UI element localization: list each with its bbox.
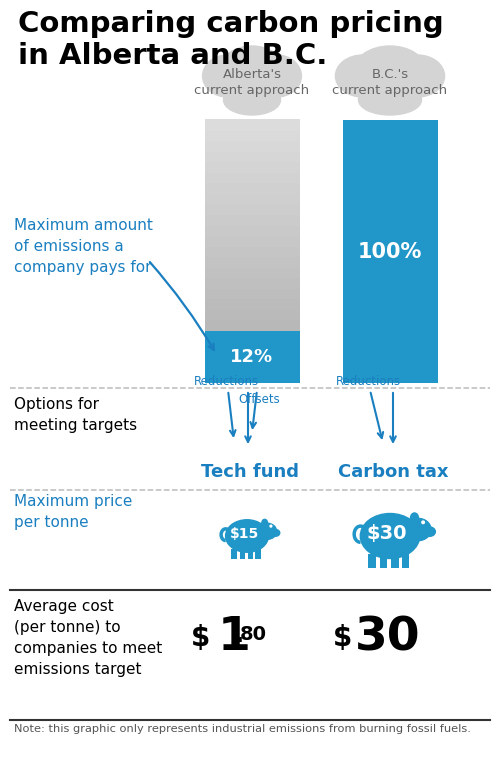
Bar xyxy=(380,554,387,568)
Text: Average cost
(per tonne) to
companies to meet
emissions target: Average cost (per tonne) to companies to… xyxy=(14,599,162,677)
Ellipse shape xyxy=(219,69,258,103)
Bar xyxy=(256,549,260,559)
Ellipse shape xyxy=(272,529,280,536)
Text: 1: 1 xyxy=(218,615,251,660)
Bar xyxy=(204,319,300,331)
Bar xyxy=(204,140,300,151)
Ellipse shape xyxy=(354,46,426,94)
Text: Alberta's
current approach: Alberta's current approach xyxy=(194,68,310,97)
Text: $15: $15 xyxy=(230,527,259,541)
Bar xyxy=(368,554,376,568)
Bar xyxy=(204,182,300,194)
Bar xyxy=(204,214,300,226)
Text: Maximum price
per tonne: Maximum price per tonne xyxy=(14,494,132,530)
Ellipse shape xyxy=(422,521,424,524)
Bar xyxy=(204,246,300,257)
Bar xyxy=(204,257,300,268)
Bar xyxy=(204,277,300,289)
Text: 12%: 12% xyxy=(230,348,274,366)
Text: $: $ xyxy=(333,624,352,652)
Ellipse shape xyxy=(358,85,422,115)
Bar xyxy=(342,120,438,383)
Ellipse shape xyxy=(202,55,252,97)
Bar xyxy=(248,549,253,559)
Bar xyxy=(204,266,300,278)
Text: Offsets: Offsets xyxy=(238,393,280,406)
Ellipse shape xyxy=(336,55,390,97)
Bar xyxy=(240,549,245,559)
Ellipse shape xyxy=(226,71,278,109)
Text: 30: 30 xyxy=(355,615,420,660)
Ellipse shape xyxy=(270,525,272,527)
Ellipse shape xyxy=(424,527,436,536)
Bar xyxy=(204,298,300,310)
Text: Note: this graphic only represents industrial emissions from burning fossil fuel: Note: this graphic only represents indus… xyxy=(14,724,471,734)
Bar xyxy=(204,151,300,162)
Text: Maximum amount
of emissions a
company pays for: Maximum amount of emissions a company pa… xyxy=(14,218,153,275)
Ellipse shape xyxy=(390,55,444,97)
Text: $: $ xyxy=(191,624,210,652)
Ellipse shape xyxy=(410,513,418,523)
Ellipse shape xyxy=(382,69,427,103)
Ellipse shape xyxy=(360,514,420,558)
Bar xyxy=(204,331,300,383)
Text: .: . xyxy=(233,620,243,648)
Bar xyxy=(204,161,300,173)
Bar xyxy=(232,549,236,559)
Ellipse shape xyxy=(353,69,398,103)
Text: $30: $30 xyxy=(366,524,406,543)
Bar xyxy=(204,309,300,320)
Text: in Alberta and B.C.: in Alberta and B.C. xyxy=(18,42,328,70)
Bar xyxy=(204,235,300,247)
Bar xyxy=(204,288,300,300)
Ellipse shape xyxy=(220,46,284,94)
Text: Comparing carbon pricing: Comparing carbon pricing xyxy=(18,10,444,38)
Bar xyxy=(204,224,300,236)
Ellipse shape xyxy=(258,523,276,539)
Ellipse shape xyxy=(252,55,302,97)
Bar xyxy=(204,204,300,215)
Bar xyxy=(204,130,300,141)
Text: Reductions: Reductions xyxy=(336,375,400,388)
Bar xyxy=(392,554,398,568)
Text: 80: 80 xyxy=(240,624,267,644)
Text: Carbon tax: Carbon tax xyxy=(338,463,448,481)
Bar xyxy=(204,193,300,204)
Bar xyxy=(402,554,408,568)
Ellipse shape xyxy=(226,520,268,552)
Text: B.C.'s
current approach: B.C.'s current approach xyxy=(332,68,448,97)
Ellipse shape xyxy=(262,519,268,527)
Bar xyxy=(204,119,300,131)
Text: Reductions: Reductions xyxy=(194,375,258,388)
Text: Options for
meeting targets: Options for meeting targets xyxy=(14,397,137,433)
Text: 100%: 100% xyxy=(358,241,422,261)
Text: Tech fund: Tech fund xyxy=(201,463,299,481)
Ellipse shape xyxy=(361,71,419,109)
Ellipse shape xyxy=(246,69,285,103)
Ellipse shape xyxy=(224,85,280,115)
Ellipse shape xyxy=(405,518,431,541)
Bar xyxy=(204,172,300,184)
